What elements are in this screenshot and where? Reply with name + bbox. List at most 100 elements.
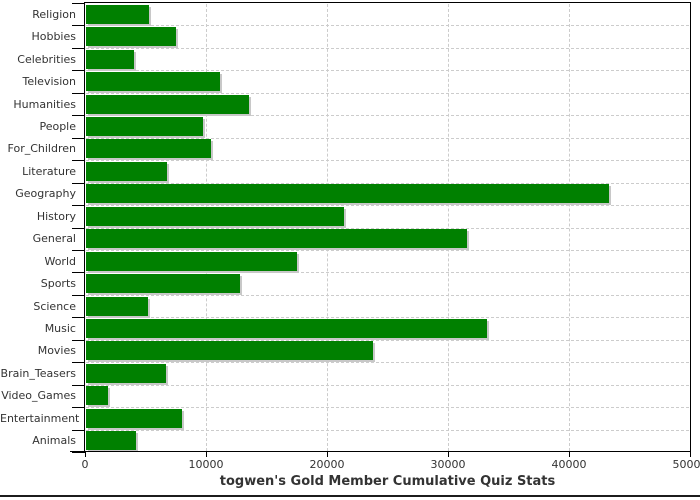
bar-for_children	[86, 139, 211, 158]
y-axis-tick	[72, 3, 85, 4]
vertical-gridline	[569, 4, 570, 451]
x-axis-extension	[70, 451, 86, 452]
horizontal-gridline	[86, 385, 689, 386]
chart-title: togwen's Gold Member Cumulative Quiz Sta…	[219, 474, 556, 489]
horizontal-gridline	[86, 25, 689, 26]
x-axis-tick	[569, 452, 570, 457]
y-axis-tick	[72, 430, 85, 431]
y-axis-tick	[72, 48, 85, 49]
horizontal-gridline	[86, 340, 689, 341]
bar-world	[86, 252, 297, 271]
y-axis-tick	[72, 93, 85, 94]
bar-history	[86, 207, 344, 226]
horizontal-gridline	[86, 407, 689, 408]
x-axis-tick-label: 20000	[309, 458, 345, 471]
y-axis-label-science: Science	[33, 300, 76, 313]
bottom-frame-line	[0, 495, 700, 497]
x-axis-tick	[85, 452, 86, 457]
y-axis-label-hobbies: Hobbies	[31, 30, 76, 43]
bar-hobbies	[86, 27, 176, 46]
y-axis-tick	[72, 70, 85, 71]
bar-entertainment	[86, 409, 182, 428]
bar-video_games	[86, 386, 108, 405]
bar-literature	[86, 162, 167, 181]
y-axis-tick	[72, 452, 85, 453]
bar-humanities	[86, 95, 249, 114]
y-axis-label-geography: Geography	[15, 187, 76, 200]
x-axis-tick-label: 40000	[551, 458, 587, 471]
horizontal-gridline	[86, 93, 689, 94]
y-axis-tick	[72, 272, 85, 273]
bar-celebrities	[86, 50, 134, 69]
y-axis-tick	[72, 250, 85, 251]
y-axis-label-movies: Movies	[37, 344, 76, 357]
y-axis-label-general: General	[32, 232, 76, 245]
horizontal-gridline	[86, 205, 689, 206]
bar-science	[86, 297, 148, 316]
y-axis-label-humanities: Humanities	[13, 98, 76, 111]
horizontal-gridline	[86, 362, 689, 363]
y-axis-label-sports: Sports	[40, 277, 76, 290]
y-axis-tick	[72, 295, 85, 296]
y-axis-tick	[72, 362, 85, 363]
bar-music	[86, 319, 487, 338]
horizontal-gridline	[86, 272, 689, 273]
bar-geography	[86, 184, 609, 203]
horizontal-gridline	[86, 228, 689, 229]
y-axis-label-literature: Literature	[22, 165, 76, 178]
horizontal-gridline	[86, 430, 689, 431]
y-axis-tick	[72, 228, 85, 229]
x-axis-tick-label: 10000	[188, 458, 224, 471]
x-axis-tick	[448, 452, 449, 457]
bar-sports	[86, 274, 240, 293]
horizontal-gridline	[86, 295, 689, 296]
y-axis-tick	[72, 385, 85, 386]
y-axis-tick	[72, 25, 85, 26]
horizontal-gridline	[86, 160, 689, 161]
y-axis-label-celebrities: Celebrities	[17, 53, 76, 66]
x-axis-tick	[327, 452, 328, 457]
y-axis-tick	[72, 205, 85, 206]
y-axis-label-television: Television	[22, 75, 77, 88]
x-axis-tick	[690, 452, 691, 457]
y-axis-label-history: History	[36, 210, 76, 223]
bar-religion	[86, 5, 149, 24]
y-axis-label-entertainment: Entertainment	[0, 412, 80, 425]
y-axis-tick	[72, 407, 85, 408]
horizontal-gridline	[86, 183, 689, 184]
y-axis-tick	[72, 138, 85, 139]
y-axis-label-religion: Religion	[32, 8, 76, 21]
y-axis-label-brain_teasers: Brain_Teasers	[0, 367, 76, 380]
bar-television	[86, 72, 220, 91]
x-axis-tick-label: 50000	[672, 458, 700, 471]
horizontal-gridline	[86, 115, 689, 116]
y-axis-label-for_children: For_Children	[7, 142, 76, 155]
x-axis-tick	[206, 452, 207, 457]
bar-brain_teasers	[86, 364, 166, 383]
x-axis-tick-label: 0	[81, 458, 89, 471]
y-axis-tick	[72, 340, 85, 341]
y-axis-tick	[72, 115, 85, 116]
y-axis-tick	[72, 183, 85, 184]
vertical-gridline	[448, 4, 449, 451]
vertical-gridline	[327, 4, 328, 451]
bar-people	[86, 117, 203, 136]
bar-movies	[86, 341, 373, 360]
y-axis-tick	[72, 160, 85, 161]
y-axis-tick	[72, 317, 85, 318]
y-axis-label-music: Music	[44, 322, 76, 335]
vertical-gridline	[206, 4, 207, 451]
y-axis-label-animals: Animals	[32, 434, 76, 447]
horizontal-gridline	[86, 48, 689, 49]
horizontal-gridline	[86, 138, 689, 139]
horizontal-gridline	[86, 70, 689, 71]
x-axis-tick-label: 30000	[430, 458, 466, 471]
y-axis-label-world: World	[44, 255, 76, 268]
bar-animals	[86, 431, 136, 450]
y-axis-label-people: People	[39, 120, 76, 133]
horizontal-gridline	[86, 317, 689, 318]
bar-general	[86, 229, 467, 248]
y-axis-label-video_games: Video_Games	[1, 389, 76, 402]
horizontal-gridline	[86, 250, 689, 251]
